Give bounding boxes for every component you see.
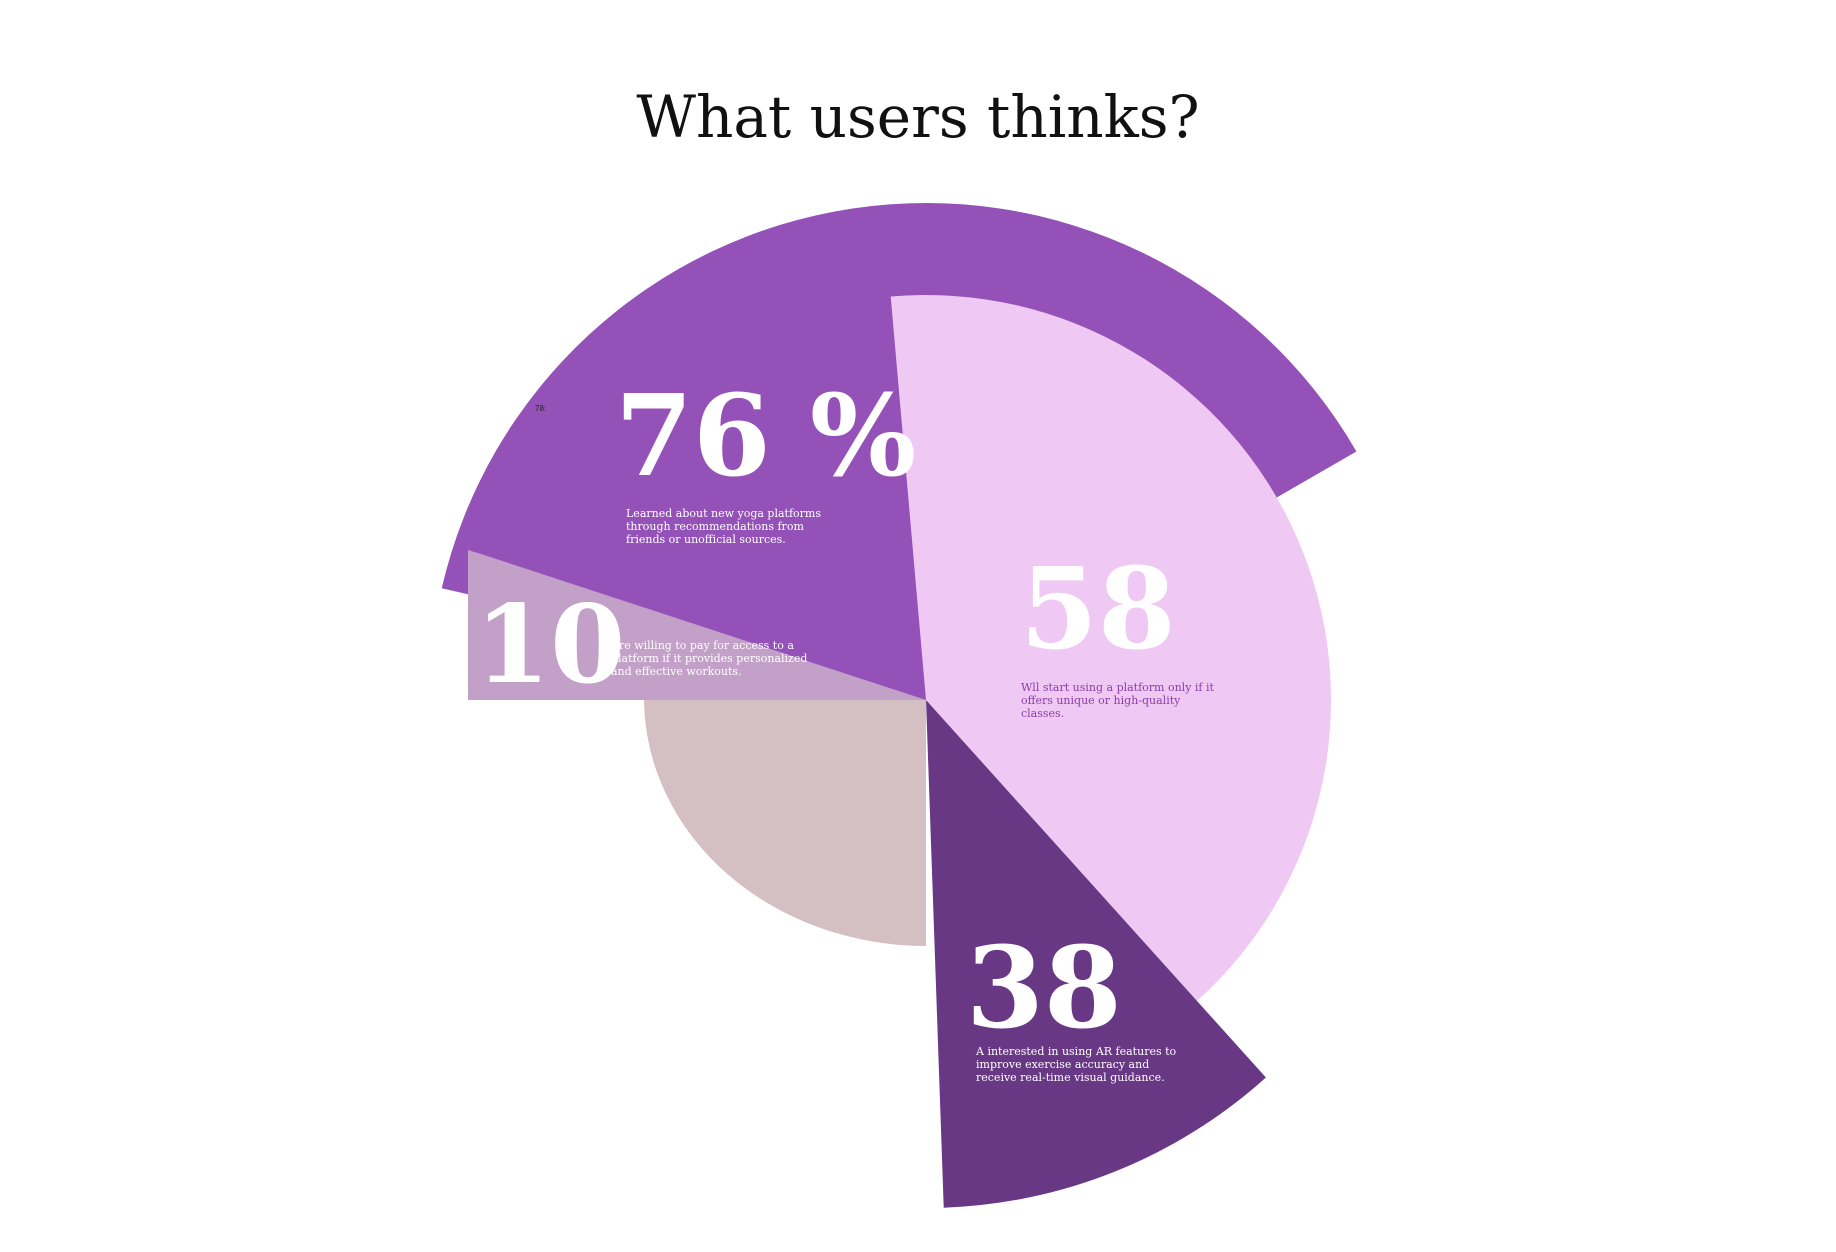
value-label-38: 38 bbox=[966, 923, 1122, 1054]
value-label-76: 76 % bbox=[615, 371, 916, 502]
slice-description-line: offers unique or high-quality bbox=[1021, 694, 1181, 707]
slice-description-line: friends or unofficial sources. bbox=[626, 533, 786, 546]
slice-description-line: receive real-time visual guidance. bbox=[976, 1071, 1165, 1084]
slice-description-line: through recommendations from bbox=[626, 520, 804, 533]
slice-labels: 76 % Learned about new yoga platformsthro… bbox=[475, 371, 1215, 1084]
slice-description-line: classes. bbox=[1021, 707, 1064, 720]
slice-description-line: platform if it provides personalized bbox=[611, 652, 807, 665]
chart-title: What users thinks? bbox=[636, 83, 1199, 151]
slice-38 bbox=[926, 700, 1266, 1208]
slice-description-line: Wll start using a platform only if it bbox=[1021, 681, 1215, 694]
slice-58 bbox=[890, 294, 1332, 1001]
base-slice bbox=[644, 700, 926, 946]
value-label-58: 58 bbox=[1020, 544, 1176, 675]
slice-description-line: improve exercise accuracy and bbox=[976, 1058, 1149, 1071]
slices bbox=[441, 203, 1357, 1208]
slice-description-line: Learned about new yoga platforms bbox=[626, 507, 821, 520]
value-label-10: 10 bbox=[475, 582, 625, 708]
slice-10-body bbox=[468, 550, 926, 700]
slice-description-line: Are willing to pay for access to a bbox=[610, 639, 794, 652]
slice-description-line: and effective workouts. bbox=[611, 665, 742, 678]
slice-description-line: A interested in using AR features to bbox=[975, 1045, 1177, 1058]
annotation-label: 78: bbox=[535, 404, 546, 413]
